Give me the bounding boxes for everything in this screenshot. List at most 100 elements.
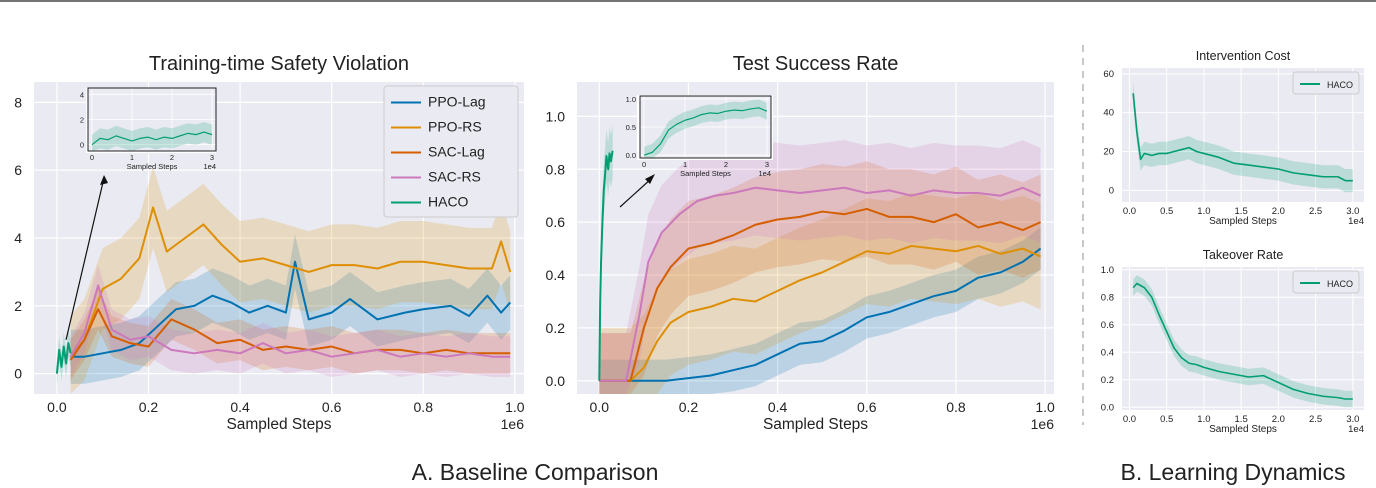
safety-legend (383, 85, 519, 218)
success-band-haco (599, 124, 613, 394)
caption-baseline-comparison: A. Baseline Comparison (412, 459, 659, 485)
success-inset-x-tick-label: 1 (683, 160, 687, 169)
safety-x-scale-label: 1e6 (501, 416, 525, 432)
success-line-ppo-lag (599, 247, 1042, 382)
success-inset-arrow (619, 177, 653, 208)
success-title: Test Success Rate (733, 53, 899, 75)
intervention-x-tick-label: 1.0 (1197, 206, 1210, 217)
takeover-band-haco (1133, 275, 1353, 408)
safety-inset-x-tick-label: 1 (130, 153, 134, 162)
success-x-axis-label: Sampled Steps (763, 416, 868, 433)
intervention-x-tick-label: 3.0 (1346, 206, 1359, 217)
success-y-tick-label: 1.0 (546, 108, 566, 124)
safety-line-haco (55, 342, 72, 374)
success-band-ppo-lag (599, 227, 1041, 394)
safety-x-tick-label: 0.6 (322, 399, 342, 415)
takeover-x-tick-label: 0.0 (1123, 414, 1136, 425)
success-inset-y-tick-label: 1.0 (626, 95, 636, 104)
safety-x-tick-label: 0.8 (414, 399, 434, 415)
safety-y-tick-label: 2 (14, 298, 22, 314)
intervention-title: Intervention Cost (1196, 49, 1291, 63)
intervention-x-tick-label: 2.5 (1309, 206, 1322, 217)
takeover-title: Takeover Rate (1203, 248, 1284, 262)
safety-title: Training-time Safety Violation (149, 53, 409, 75)
chart-intervention-cost: 0.0 0.5 1.0 1.5 2.0 2.5 3.0 0 20 40 60 Intervention… (1103, 49, 1364, 227)
safety-band-ppo-lag (70, 234, 511, 384)
success-inset-x-tick-label: 3 (765, 160, 769, 169)
safety-x-axis-label: Sampled Steps (226, 416, 331, 433)
success-y-tick-label: 0.0 (546, 373, 566, 389)
safety-x-tick-label: 0.2 (139, 399, 159, 415)
intervention-legend (1292, 71, 1360, 95)
safety-inset-x-tick-label: 2 (170, 153, 174, 162)
success-y-tick-label: 0.6 (546, 214, 566, 230)
success-x-tick-label: 0.0 (590, 399, 610, 415)
safety-inset-x-axis-label: Sampled Steps (127, 162, 178, 171)
safety-band-ppo-rs (70, 166, 511, 394)
safety-inset-arrow (65, 177, 105, 340)
takeover-x-tick-label: 1.5 (1235, 414, 1248, 425)
success-inset-y-tick-label: 0.0 (626, 151, 636, 160)
safety-inset-y-tick-label: 2 (80, 116, 84, 125)
safety-x-tick-label: 0.0 (47, 399, 67, 415)
intervention-x-axis-label: Sampled Steps (1209, 216, 1277, 227)
success-y-tick-label: 0.8 (546, 161, 566, 177)
safety-line-ppo-lag (70, 260, 512, 358)
takeover-y-tick-label: 1.0 (1101, 265, 1114, 276)
safety-y-tick-label: 4 (14, 230, 22, 246)
intervention-x-tick-label: 0.5 (1160, 206, 1173, 217)
safety-legend-label: HACO (428, 194, 469, 210)
intervention-y-tick-label: 40 (1103, 108, 1114, 119)
success-x-tick-label: 0.2 (679, 399, 699, 415)
safety-line-ppo-rs (69, 206, 512, 358)
takeover-y-tick-label: 0.0 (1101, 402, 1114, 413)
takeover-x-tick-label: 1.0 (1197, 414, 1210, 425)
success-y-tick-label: 0.4 (546, 267, 566, 283)
success-x-tick-label: 0.4 (768, 399, 788, 415)
safety-legend-label: PPO-RS (428, 119, 482, 135)
takeover-legend (1292, 270, 1360, 294)
chart-test-success-rate: 0.0 0.2 0.4 0.6 0.8 1.0 0.0 0.2 0.4 0.6 0.8 1.0 Test… (546, 53, 1055, 433)
safety-legend-label: SAC-Lag (428, 144, 485, 160)
success-inset-band-haco (644, 99, 767, 158)
success-inset-line-haco (643, 107, 768, 156)
safety-line-sac-rs (69, 284, 511, 358)
takeover-x-tick-label: 3.0 (1346, 414, 1359, 425)
safety-y-tick-label: 0 (14, 366, 22, 382)
safety-x-tick-label: 1.0 (505, 399, 525, 415)
takeover-x-scale-label: 1e4 (1348, 424, 1364, 435)
success-inset-x-scale-label: 1e4 (758, 169, 771, 178)
safety-legend-label: PPO-Lag (428, 94, 486, 110)
chart-safety-violation: 0.0 0.2 0.4 0.6 0.8 1.0 0 2 4 6 8 Training-time Saf… (14, 53, 525, 433)
safety-inset-x-tick-label: 3 (210, 153, 214, 162)
takeover-y-tick-label: 0.4 (1101, 347, 1114, 358)
takeover-x-tick-label: 0.5 (1160, 414, 1173, 425)
intervention-line-haco (1132, 93, 1353, 182)
intervention-x-tick-label: 2.0 (1272, 206, 1285, 217)
success-band-sac-rs (599, 140, 1041, 394)
success-inset-y-tick-label: 0.5 (626, 123, 636, 132)
takeover-x-axis-label: Sampled Steps (1209, 424, 1277, 435)
takeover-line-haco (1132, 282, 1353, 400)
success-x-tick-label: 0.8 (946, 399, 966, 415)
safety-inset-y-tick-label: 4 (80, 90, 84, 99)
intervention-x-tick-label: 1.5 (1235, 206, 1248, 217)
intervention-x-tick-label: 0.0 (1123, 206, 1136, 217)
takeover-y-tick-label: 0.8 (1101, 292, 1114, 303)
safety-y-tick-label: 6 (14, 162, 22, 178)
takeover-y-tick-label: 0.2 (1101, 375, 1114, 386)
success-inset-frame (639, 95, 772, 159)
safety-inset-y-tick-label: 0 (80, 141, 84, 150)
success-x-tick-label: 1.0 (1035, 399, 1055, 415)
safety-y-tick-label: 8 (14, 94, 22, 110)
intervention-x-scale-label: 1e4 (1348, 216, 1364, 227)
success-inset-arrowhead (645, 174, 655, 184)
intervention-band-haco (1133, 81, 1353, 193)
safety-inset-band-haco (92, 122, 212, 151)
caption-learning-dynamics: B. Learning Dynamics (1121, 459, 1346, 485)
success-inset-x-tick-label: 0 (642, 160, 646, 169)
success-x-tick-label: 0.6 (857, 399, 877, 415)
takeover-x-tick-label: 2.0 (1272, 414, 1285, 425)
safety-inset-frame (87, 87, 217, 152)
